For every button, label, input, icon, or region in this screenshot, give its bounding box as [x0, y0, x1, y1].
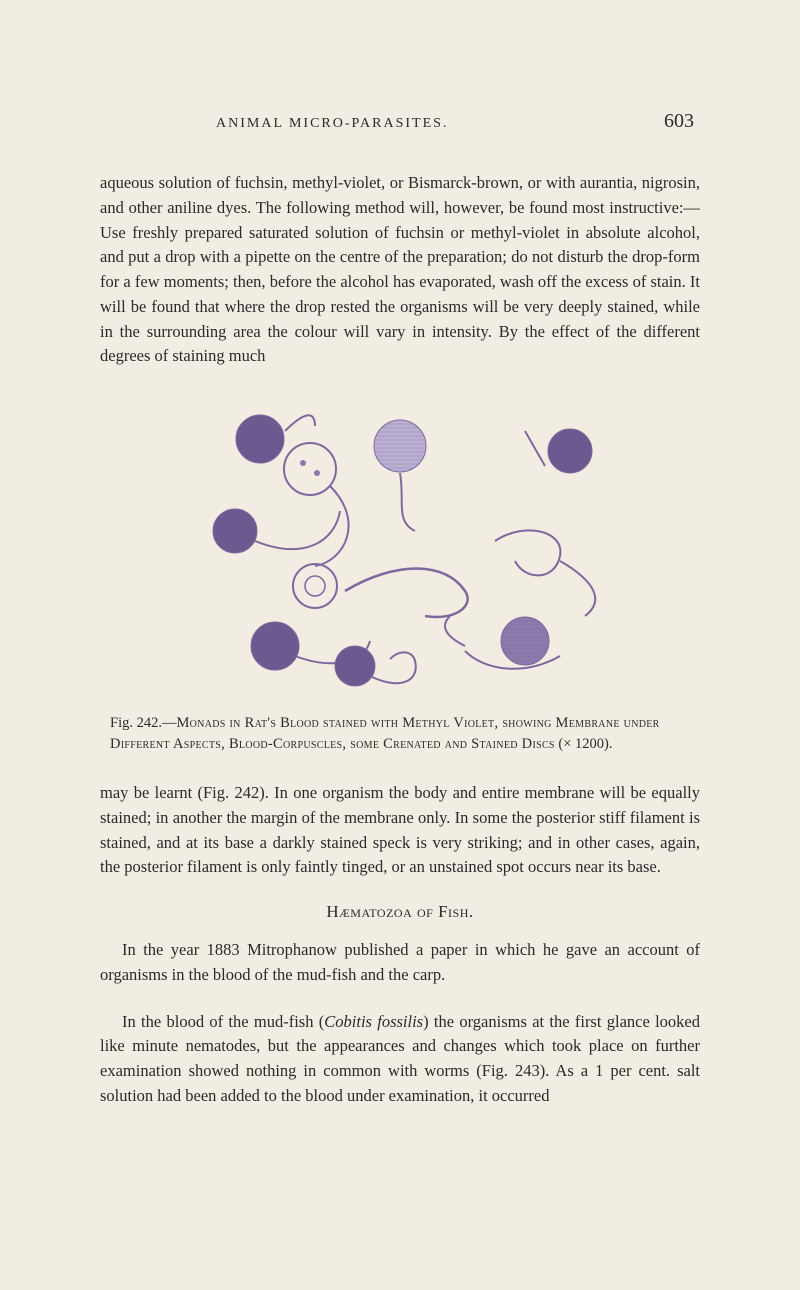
caption-lead: Fig. 242.— — [110, 715, 176, 731]
figure-242-illustration — [165, 391, 635, 691]
paragraph-4-a: In the blood of the mud-fish ( — [122, 1012, 324, 1031]
figure-242 — [100, 391, 700, 691]
page-number: 603 — [664, 110, 694, 133]
paragraph-2: may be learnt (Fig. 242). In one organis… — [100, 781, 700, 880]
paragraph-1: aqueous solution of fuchsin, methyl-viol… — [100, 171, 700, 369]
running-title: ANIMAL MICRO-PARASITES. — [216, 116, 448, 132]
figure-242-caption: Fig. 242.—Monads in Rat's Blood stained … — [110, 713, 690, 755]
caption-tail: (× 1200). — [555, 736, 613, 752]
paragraph-3: In the year 1883 Mitrophanow published a… — [100, 938, 700, 988]
paragraph-4-italic: Cobitis fossilis — [324, 1012, 423, 1031]
section-title: Hæmatozoa of Fish. — [100, 902, 700, 922]
paragraph-4: In the blood of the mud-fish (Cobitis fo… — [100, 1010, 700, 1109]
